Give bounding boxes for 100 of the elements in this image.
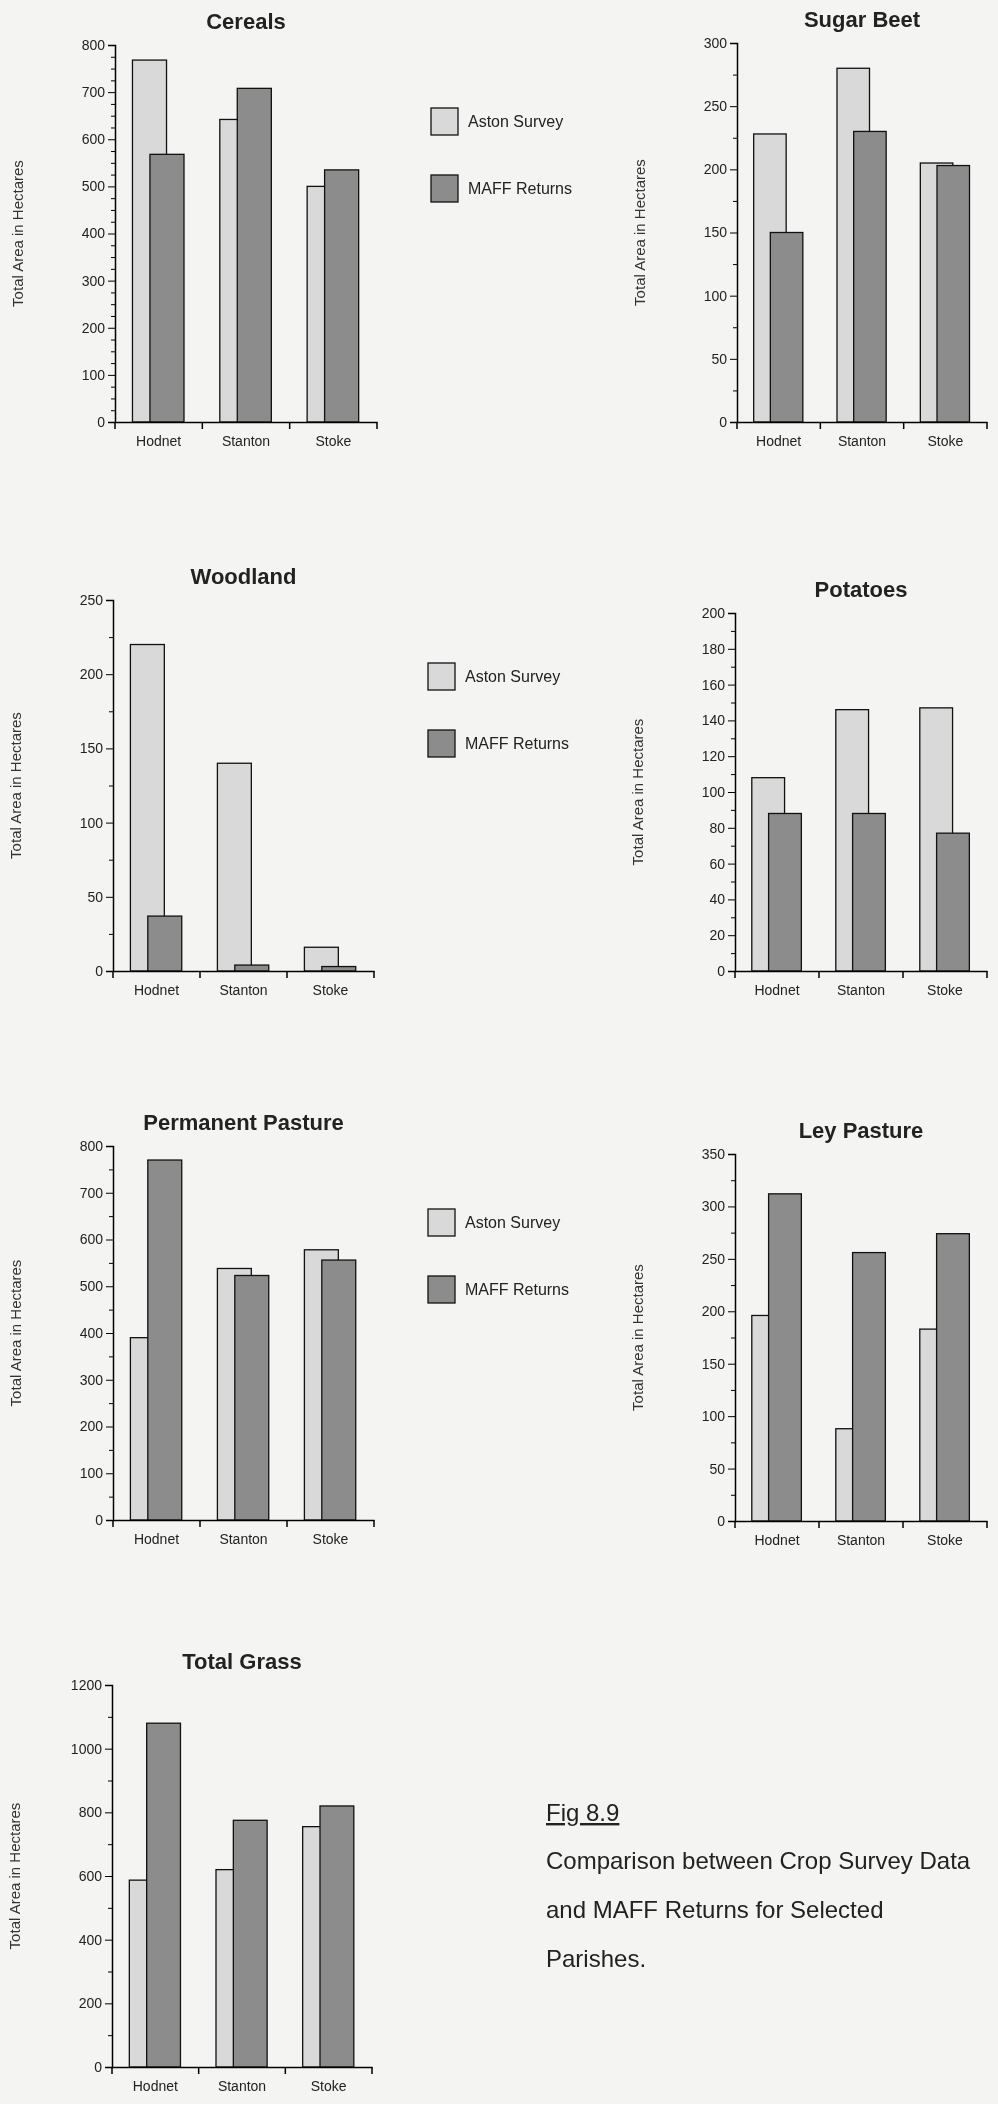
y-tick-label: 100 [703,287,728,304]
y-tick-label: 0 [94,2058,103,2075]
y-tick-label: 250 [701,1250,726,1267]
y-tick-label: 200 [79,666,104,683]
y-tick-label: 100 [81,366,106,383]
y-tick-label: 20 [709,927,726,944]
y-tick-label: 500 [79,1278,104,1295]
y-axis-title: Total Area in Hectares [629,1264,646,1411]
y-tick-label: 50 [709,1460,726,1477]
y-tick-label: 700 [79,1184,104,1201]
legend-label: Aston Survey [468,113,564,130]
y-tick-label: 200 [703,161,728,178]
y-tick-label: 600 [78,1867,103,1884]
text: Comparison between Crop Survey Data and MAFF Returns for Selected Parishes. [546,1847,971,1972]
chart-title: Total Grass [182,1649,302,1674]
y-tick-label: 80 [709,819,726,836]
x-tick-label: Hodnet [754,981,800,998]
chart-title: Permanent Pasture [143,1110,344,1135]
y-tick-label: 0 [717,1512,726,1529]
y-tick-label: 600 [81,131,106,148]
y-tick-label: 40 [709,891,726,908]
y-tick-label: 150 [701,1355,726,1372]
y-tick-label: 50 [87,888,104,905]
caption: Fig 8.9 [546,1799,620,1826]
y-axis-title: Total Area in Hectares [7,1259,24,1407]
y-tick-label: 250 [79,591,104,608]
y-tick-label: 700 [81,84,106,101]
x-tick-label: Stanton [837,432,887,449]
x-tick-label: Stoke [312,981,349,998]
x-tick-label: Stanton [836,981,886,998]
x-tick-label: Hodnet [132,2077,179,2094]
y-tick-label: 200 [701,604,726,621]
x-tick-label: Hodnet [133,1530,180,1547]
y-tick-label: 100 [79,1465,104,1482]
y-tick-label: 100 [79,814,104,831]
y-tick-label: 0 [717,962,726,979]
y-axis-title: Total Area in Hectares [7,712,24,859]
x-tick-label: Stanton [836,1531,886,1548]
y-tick-label: 400 [81,225,106,242]
x-tick-label: Stanton [217,2077,267,2094]
y-tick-label: 800 [81,36,106,53]
y-tick-label: 140 [701,712,726,729]
x-tick-label: Stoke [315,432,352,449]
y-tick-label: 120 [701,748,726,765]
chart-title: Woodland [190,564,297,589]
y-tick-label: 50 [711,350,728,367]
legend-label: MAFF Returns [468,180,573,197]
y-axis-title: Total Area in Hectares [6,1802,23,1950]
y-tick-label: 300 [703,34,728,51]
y-axis-title: Total Area in Hectares [631,159,648,306]
y-tick-label: 200 [81,319,106,336]
x-tick-label: Hodnet [754,1531,800,1548]
y-tick-label: 0 [95,962,104,979]
x-tick-label: Stanton [221,432,271,449]
y-tick-label: 1200 [70,1676,103,1693]
y-tick-label: 400 [78,1931,103,1948]
chart-title: Cereals [206,9,286,34]
legend-label: MAFF Returns [465,1281,570,1298]
y-tick-label: 0 [97,413,106,430]
y-tick-label: 0 [719,413,728,430]
x-tick-label: Stoke [312,1530,349,1547]
y-tick-label: 180 [701,640,726,657]
y-tick-label: 200 [701,1303,726,1320]
y-tick-label: 200 [79,1418,104,1435]
y-axis-title: Total Area in Hectares [9,160,26,307]
x-tick-label: Hodnet [756,432,802,449]
y-tick-label: 800 [78,1804,103,1821]
legend-label: Aston Survey [465,1214,561,1231]
y-tick-label: 800 [79,1137,104,1154]
y-tick-label: 200 [78,1995,103,2012]
y-tick-label: 0 [95,1511,104,1528]
x-tick-label: Hodnet [136,432,182,449]
x-tick-label: Stanton [219,981,268,998]
y-tick-label: 160 [701,676,726,693]
y-tick-label: 350 [701,1145,726,1162]
y-tick-label: 300 [81,272,106,289]
chart-title: Potatoes [814,577,908,602]
x-tick-label: Hodnet [133,981,180,998]
x-tick-label: Stanton [219,1530,268,1547]
y-tick-label: 300 [79,1371,104,1388]
x-tick-label: Stoke [927,1531,964,1548]
y-tick-label: 100 [701,783,726,800]
chart-title: Sugar Beet [803,7,921,32]
legend-label: MAFF Returns [465,735,570,752]
y-tick-label: 100 [701,1408,726,1425]
x-tick-label: Stoke [310,2077,347,2094]
x-tick-label: Stoke [927,981,964,998]
y-tick-label: 250 [703,98,728,115]
y-tick-label: 1000 [70,1740,103,1757]
y-tick-label: 60 [709,855,726,872]
y-tick-label: 150 [703,224,728,241]
y-tick-label: 150 [79,740,104,757]
y-tick-label: 600 [79,1231,104,1248]
y-tick-label: 500 [81,178,106,195]
legend-label: Aston Survey [465,668,561,685]
y-tick-label: 400 [79,1324,104,1341]
y-tick-label: 300 [701,1198,726,1215]
y-axis-title: Total Area in Hectares [629,718,646,866]
x-tick-label: Stoke [927,432,964,449]
chart-title: Ley Pasture [798,1118,924,1143]
